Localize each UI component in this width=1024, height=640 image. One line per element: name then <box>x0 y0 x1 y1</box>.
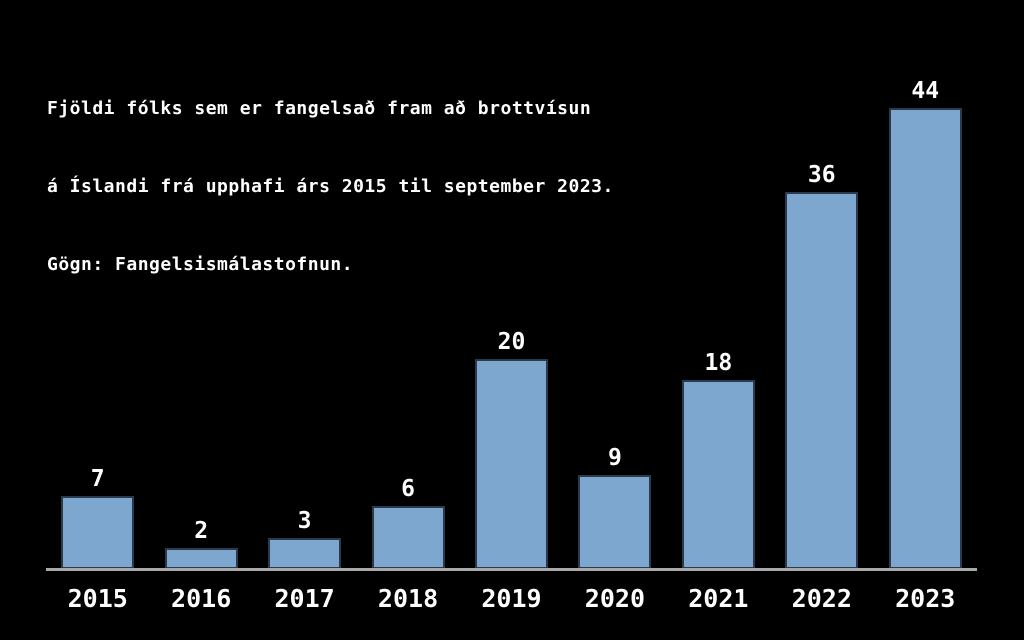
bar-group: 2 <box>149 0 252 569</box>
x-axis-label: 2020 <box>584 584 646 613</box>
x-axis-label: 2019 <box>481 584 542 613</box>
x-axis-label: 2023 <box>895 584 956 613</box>
x-axis-label: 2021 <box>688 584 749 613</box>
bar-group: 7 <box>46 0 149 569</box>
chart-title-line-1: Fjöldi fólks sem er fangelsað fram að br… <box>47 98 592 119</box>
x-axis-label: 2015 <box>67 584 128 613</box>
bar-value-label: 36 <box>807 162 836 188</box>
bar-value-label: 6 <box>401 476 415 502</box>
bar <box>61 496 135 569</box>
bar-group: 18 <box>667 0 770 569</box>
bar <box>268 538 342 569</box>
bar <box>474 359 548 569</box>
bar-group: 20 <box>460 0 563 569</box>
bar-group: 36 <box>770 0 873 569</box>
bar-value-label: 3 <box>297 508 312 534</box>
bar <box>681 380 755 569</box>
x-axis-label: 2017 <box>274 584 335 613</box>
bar-value-label: 20 <box>497 329 526 355</box>
bar-value-label: 18 <box>704 350 733 376</box>
plot-area: 7 2 3 6 20 9 18 36 44 <box>46 0 977 569</box>
bar-value-label: 44 <box>911 78 940 104</box>
bar <box>578 475 652 569</box>
bar <box>785 192 859 569</box>
bar-value-label: 2 <box>194 518 209 544</box>
x-axis-labels: 2015 2016 2017 2018 2019 2020 2021 2022 2023 <box>46 584 977 614</box>
bar-value-label: 7 <box>90 466 105 492</box>
x-axis-label: 2018 <box>377 584 439 613</box>
bar <box>888 108 962 569</box>
bar-value-label: 9 <box>607 445 622 471</box>
bar-group: 6 <box>356 0 459 569</box>
bar-group: 3 <box>253 0 356 569</box>
chart-title-line-3: Gögn: Fangelsismálastofnun. <box>47 254 354 275</box>
bar-group: 44 <box>874 0 977 569</box>
x-axis-label: 2022 <box>791 584 852 613</box>
bar <box>164 548 238 569</box>
x-axis-label: 2016 <box>171 584 232 613</box>
bar <box>371 506 445 569</box>
bar-group: 9 <box>563 0 666 569</box>
chart-title-line-2: á Íslandi frá upphafi árs 2015 til septe… <box>47 176 614 197</box>
chart-title: Fjöldi fólks sem er fangelsað fram að br… <box>47 44 614 330</box>
x-axis-line <box>46 568 977 571</box>
